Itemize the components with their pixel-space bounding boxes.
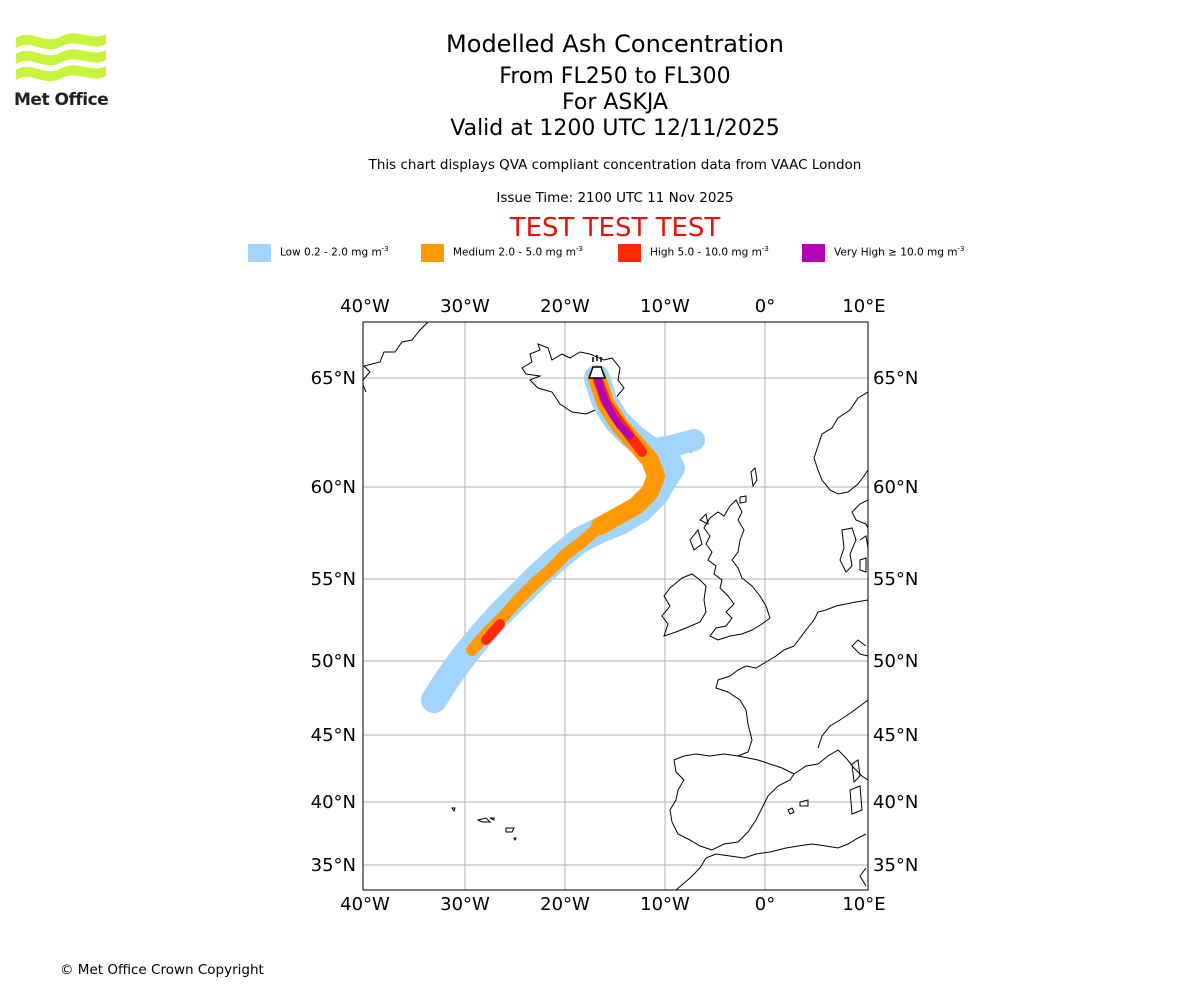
issue-time: Issue Time: 2100 UTC 11 Nov 2025 — [496, 190, 734, 206]
lon-label-40w-top: 40°W — [340, 296, 390, 317]
volcano-icon — [587, 355, 607, 379]
lat-label-40n-left: 40°N — [311, 792, 356, 813]
lon-label-0-bottom: 0° — [755, 894, 775, 915]
lat-label-35n-left: 35°N — [311, 855, 356, 876]
legend-swatch-high — [618, 244, 641, 262]
lon-label-30w-bottom: 30°W — [440, 894, 490, 915]
lat-label-45n-left: 45°N — [311, 725, 356, 746]
lat-label-45n-right: 45°N — [873, 725, 918, 746]
flight-level-range: From FL250 to FL300 — [499, 64, 731, 89]
lat-labels-right: 65°N 60°N 55°N 50°N 45°N 40°N 35°N — [873, 368, 918, 876]
lon-label-30w-top: 30°W — [440, 296, 490, 317]
lon-label-10w-bottom: 10°W — [640, 894, 690, 915]
coastlines — [363, 322, 868, 890]
logo-wordmark: Met Office — [14, 90, 109, 110]
lat-labels-left: 65°N 60°N 55°N 50°N 45°N 40°N 35°N — [311, 368, 356, 876]
lat-label-40n-right: 40°N — [873, 792, 918, 813]
test-banner: TEST TEST TEST — [509, 213, 721, 243]
lon-labels-bottom: 40°W 30°W 20°W 10°W 0° 10°E — [340, 894, 885, 915]
legend-swatch-very-high — [802, 244, 825, 262]
lon-label-20w-bottom: 20°W — [540, 894, 590, 915]
ash-very-high-region — [593, 372, 634, 440]
lat-label-50n-right: 50°N — [873, 651, 918, 672]
ash-low-lobe — [639, 429, 705, 461]
volcano-name: For ASKJA — [562, 90, 668, 115]
valid-time: Valid at 1200 UTC 12/11/2025 — [450, 116, 780, 141]
lon-labels-top: 40°W 30°W 20°W 10°W 0° 10°E — [340, 296, 885, 317]
met-office-waves-icon — [16, 33, 106, 82]
legend-label-very-high: Very High ≥ 10.0 mg m-3 — [834, 245, 965, 259]
lat-label-50n-left: 50°N — [311, 651, 356, 672]
lon-label-10e-top: 10°E — [842, 296, 885, 317]
chart-description: This chart displays QVA compliant concen… — [368, 157, 862, 173]
legend-swatch-medium — [421, 244, 444, 262]
lon-label-10e-bottom: 10°E — [842, 894, 885, 915]
legend-label-medium: Medium 2.0 - 5.0 mg m-3 — [453, 245, 583, 259]
lat-label-65n-right: 65°N — [873, 368, 918, 389]
legend-swatch-low — [248, 244, 271, 262]
lon-label-20w-top: 20°W — [540, 296, 590, 317]
met-office-logo: Met Office — [14, 30, 109, 112]
chart-title: Modelled Ash Concentration — [446, 30, 784, 58]
lat-label-35n-right: 35°N — [873, 855, 918, 876]
lon-label-40w-bottom: 40°W — [340, 894, 390, 915]
lat-label-65n-left: 65°N — [311, 368, 356, 389]
lat-label-60n-right: 60°N — [873, 477, 918, 498]
lon-label-0-top: 0° — [755, 296, 775, 317]
lon-label-10w-top: 10°W — [640, 296, 690, 317]
lat-label-55n-right: 55°N — [873, 569, 918, 590]
lat-label-60n-left: 60°N — [311, 477, 356, 498]
legend-label-low: Low 0.2 - 2.0 mg m-3 — [280, 245, 389, 259]
ash-high-region-south — [481, 619, 505, 645]
map-frame — [362, 321, 869, 891]
ash-plume — [421, 365, 705, 713]
copyright-notice: © Met Office Crown Copyright — [60, 962, 264, 978]
legend-label-high: High 5.0 - 10.0 mg m-3 — [650, 245, 769, 259]
lat-label-55n-left: 55°N — [311, 569, 356, 590]
